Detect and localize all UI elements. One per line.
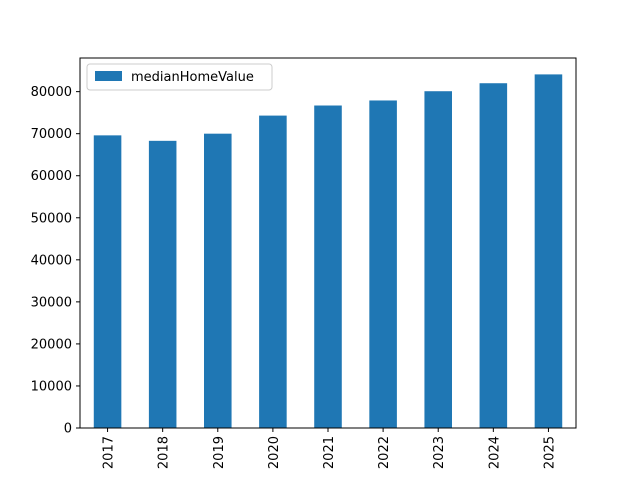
- y-tick-label: 40000: [31, 253, 72, 268]
- x-tick-label: 2019: [212, 436, 227, 469]
- bar-2018: [148, 140, 177, 428]
- legend-box: [86, 63, 273, 91]
- bar-2024: [479, 83, 508, 428]
- y-tick-label: 50000: [31, 211, 72, 226]
- y-tick-label: 30000: [31, 295, 72, 310]
- y-tick-label: 60000: [31, 169, 72, 184]
- x-tick-label: 2020: [267, 436, 282, 469]
- bar-2021: [314, 105, 342, 428]
- legend: medianHomeValue: [86, 63, 273, 91]
- x-tick-label: 2023: [432, 436, 447, 469]
- bar-2020: [259, 115, 287, 428]
- plot-frame: [79, 57, 577, 429]
- x-tick-label: 2025: [542, 436, 557, 469]
- y-tick-label: 20000: [31, 337, 72, 352]
- y-axis: 0 10000 20000 30000 40000 50000 60000 70000 8000…: [31, 85, 80, 437]
- x-axis: 2017 2018 2019 2020 2021 2022 2023 2024 2025: [102, 428, 557, 469]
- x-tick-label: 2021: [322, 436, 337, 469]
- bar-2019: [204, 133, 232, 428]
- x-tick-label: 2018: [157, 436, 172, 469]
- y-tick-label: 70000: [31, 127, 72, 142]
- legend-swatch: [95, 71, 122, 81]
- bar-2023: [424, 91, 452, 428]
- x-tick-label: 2022: [377, 436, 392, 469]
- bar-2025: [534, 74, 563, 429]
- legend-label: medianHomeValue: [131, 70, 254, 85]
- x-tick-label: 2017: [102, 436, 117, 469]
- bar-2022: [369, 100, 397, 428]
- y-tick-label: 80000: [31, 85, 72, 100]
- bars-group: [93, 74, 563, 429]
- y-tick-label: 10000: [31, 379, 72, 394]
- x-tick-label: 2024: [487, 436, 502, 469]
- y-tick-label: 0: [64, 422, 72, 437]
- bar-2017: [93, 135, 122, 429]
